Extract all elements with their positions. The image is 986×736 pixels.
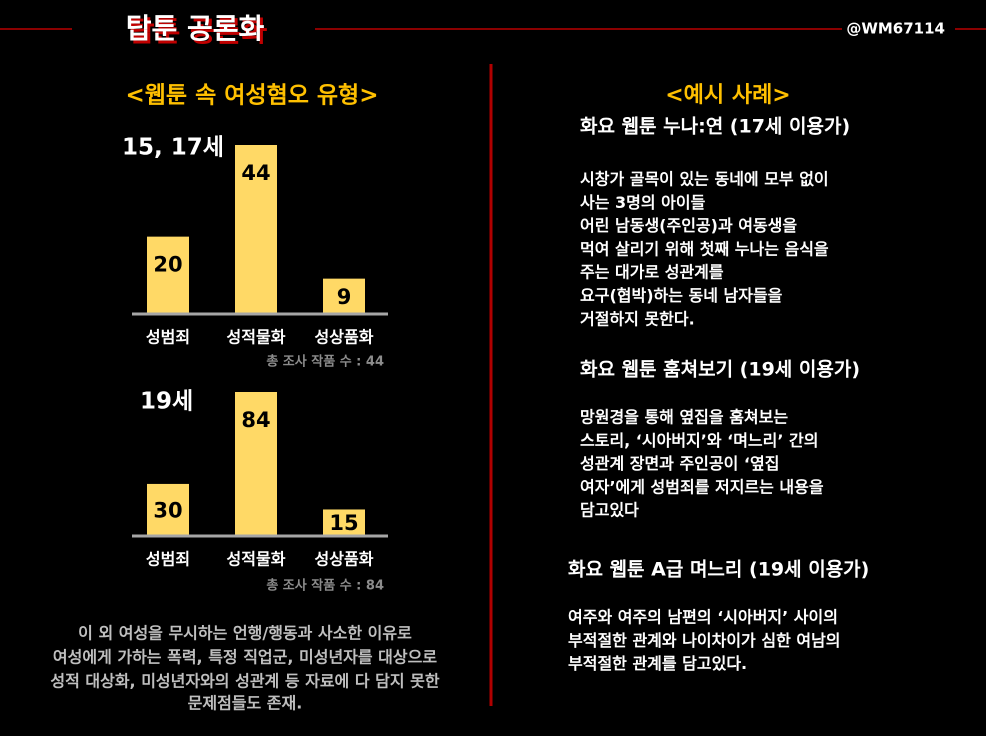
bar: [235, 145, 277, 313]
footnote: 이 외 여성을 무시하는 언행/행동과 사소한 이유로: [78, 624, 412, 643]
chart-note: 총 조사 작품 수 : 44: [266, 354, 384, 370]
value-label: 20: [153, 253, 182, 277]
x-tick-label: 성적물화: [227, 550, 286, 569]
case-body: 사는 3명의 아이들: [580, 193, 706, 212]
value-label: 9: [337, 285, 352, 309]
case-heading: 화요 웹툰 A급 며느리 (19세 이용가): [568, 559, 869, 581]
case-body: 스토리, ‘시아버지’와 ‘며느리’ 간의: [580, 431, 818, 450]
value-label: 30: [153, 498, 182, 522]
case-heading: 화요 웹툰 누나:연 (17세 이용가): [580, 116, 850, 138]
bar: [323, 278, 365, 313]
case-body: 어린 남동생(주인공)과 여동생을: [580, 216, 797, 235]
case-body: 거절하지 못한다.: [580, 309, 695, 328]
title-shadow: 탑툰 공론화: [129, 15, 268, 48]
case-body: 담고있다: [580, 501, 639, 520]
case-body: 시창가 골목이 있는 동네에 모부 없이: [580, 170, 829, 189]
bar: [235, 392, 277, 535]
case-body: 먹여 살리기 위해 첫째 누나는 음식을: [580, 239, 829, 258]
x-tick-label: 성상품화: [315, 328, 374, 347]
value-label: 44: [241, 161, 270, 185]
handle: @WM67114: [846, 20, 945, 38]
bar: [147, 483, 189, 535]
value-label: 84: [241, 408, 270, 432]
footnote: 문제점들도 존재.: [188, 694, 303, 713]
section-title: <웹툰 속 여성혐오 유형>: [125, 83, 378, 109]
bar: [147, 236, 189, 313]
case-body: 부적절한 관계를 담고있다.: [568, 654, 747, 673]
case-body: 망원경을 통해 옆집을 훔쳐보는: [580, 408, 788, 427]
case-body: 주는 대가로 성관계를: [580, 263, 724, 282]
title: 탑툰 공론화: [126, 12, 265, 45]
case-body: 부적절한 관계와 나이차이가 심한 여남의: [568, 631, 841, 650]
value-label: 15: [329, 511, 358, 535]
case-body: 성관계 장면과 주인공이 ‘옆집: [580, 454, 779, 473]
bar: [323, 509, 365, 535]
x-tick-label: 성상품화: [315, 550, 374, 569]
case-body: 요구(협박)하는 동네 남자들을: [580, 286, 783, 305]
chart-title: 19세: [140, 389, 193, 415]
section-title: <예시 사례>: [665, 83, 791, 108]
case-body: 여자’에게 성범죄를 저지르는 내용을: [580, 477, 824, 496]
x-tick-label: 성범죄: [146, 328, 190, 347]
case-heading: 화요 웹툰 훔쳐보기 (19세 이용가): [580, 358, 860, 381]
x-tick-label: 성범죄: [146, 550, 190, 569]
footnote: 성적 대상화, 미성년자와의 성관계 등 자료에 다 담지 못한: [50, 672, 439, 691]
x-tick-label: 성적물화: [227, 328, 286, 347]
case-body: 여주와 여주의 남편의 ‘시아버지’ 사이의: [568, 608, 838, 627]
footnote: 여성에게 가하는 폭력, 특정 직업군, 미성년자를 대상으로: [53, 648, 437, 667]
chart-title: 15, 17세: [122, 135, 224, 161]
chart-note: 총 조사 작품 수 : 84: [266, 578, 384, 594]
